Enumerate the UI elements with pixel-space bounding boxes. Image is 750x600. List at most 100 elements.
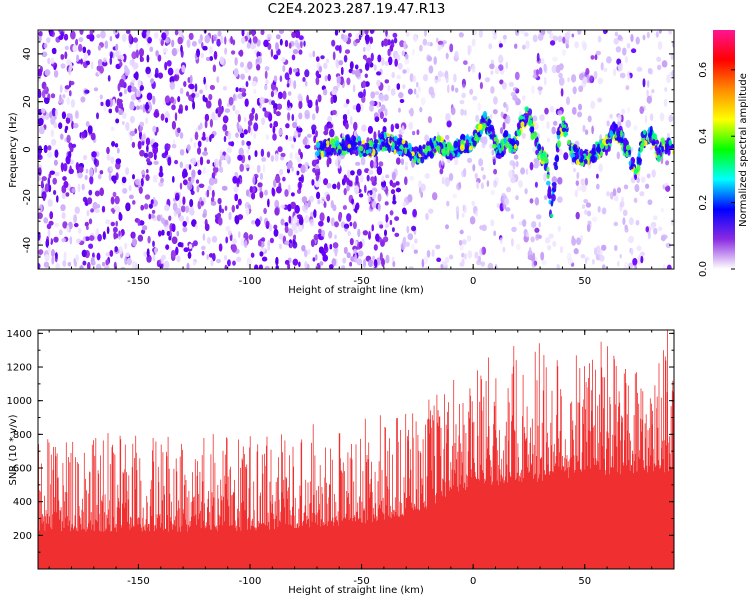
heatmap-noise-blob (58, 30, 62, 33)
heatmap-noise-blob (411, 244, 415, 250)
heatmap-noise-blob (540, 58, 545, 65)
heatmap-noise-blob (262, 107, 267, 112)
heatmap-noise-blob (323, 178, 328, 186)
heatmap-noise-blob (312, 113, 316, 121)
heatmap-noise-blob (208, 177, 215, 186)
heatmap-noise-blob (472, 95, 478, 101)
heatmap-noise-blob (82, 236, 86, 243)
heatmap-noise-blob (401, 125, 405, 134)
heatmap-noise-blob (489, 63, 495, 70)
heatmap-noise-blob (446, 120, 452, 128)
heatmap-noise-blob (139, 150, 145, 157)
heatmap-noise-blob (233, 93, 236, 101)
heatmap-noise-blob (264, 189, 268, 196)
heatmap-noise-blob (44, 86, 49, 95)
heatmap-noise-blob (404, 176, 408, 186)
heatmap-noise-blob (620, 196, 625, 204)
heatmap-noise-blob (245, 81, 249, 88)
heatmap-noise-blob (359, 193, 364, 198)
heatmap-noise-blob (491, 149, 495, 156)
heatmap-noise-blob (575, 211, 580, 220)
heatmap-noise-blob (286, 83, 290, 88)
heatmap-noise-blob (285, 123, 290, 129)
heatmap-noise-blob (152, 174, 158, 183)
heatmap-noise-blob (164, 204, 170, 212)
heatmap-noise-blob (355, 64, 359, 70)
heatmap-noise-blob (328, 230, 333, 239)
heatmap-noise-blob (84, 175, 88, 180)
heatmap-noise-blob (492, 109, 498, 115)
heatmap-noise-blob (211, 189, 215, 198)
heatmap-noise-blob (201, 42, 204, 49)
heatmap-noise-blob (480, 261, 486, 267)
heatmap-noise-blob (371, 224, 374, 232)
heatmap-noise-blob (119, 92, 123, 97)
heatmap-noise-blob (394, 58, 398, 67)
heatmap-noise-blob (204, 113, 209, 122)
heatmap-noise-blob (298, 49, 303, 55)
heatmap-noise-blob (136, 89, 141, 98)
heatmap-noise-blob (559, 246, 564, 254)
heatmap-noise-blob (513, 154, 519, 160)
heatmap-noise-blob (574, 189, 578, 198)
heatmap-noise-blob (293, 234, 296, 240)
heatmap-noise-blob (291, 113, 295, 122)
heatmap-noise-blob (275, 111, 281, 117)
heatmap-noise-blob (78, 37, 84, 43)
heatmap-noise-blob (132, 200, 136, 205)
heatmap-noise-blob (119, 78, 125, 88)
heatmap-noise-blob (636, 177, 640, 183)
heatmap-noise-blob (456, 211, 459, 220)
heatmap-noise-blob (376, 79, 381, 87)
heatmap-noise-blob (384, 61, 389, 66)
heatmap-noise-blob (617, 34, 622, 41)
heatmap-noise-blob (647, 199, 653, 205)
heatmap-noise-blob (538, 221, 541, 228)
heatmap-noise-blob (175, 68, 180, 75)
heatmap-noise-blob (96, 34, 101, 39)
heatmap-noise-blob (668, 114, 674, 123)
heatmap-noise-blob (617, 261, 620, 267)
heatmap-noise-blob (461, 213, 465, 218)
heatmap-noise-blob (592, 216, 598, 222)
heatmap-noise-blob (81, 131, 86, 139)
heatmap-noise-blob (171, 120, 176, 130)
heatmap-noise-blob (364, 73, 368, 78)
heatmap-noise-blob (227, 259, 231, 267)
heatmap-noise-blob (135, 41, 139, 51)
heatmap-noise-blob (79, 30, 84, 35)
heatmap-noise-blob (225, 236, 229, 244)
heatmap-noise-blob (309, 219, 315, 227)
heatmap-noise-blob (84, 236, 91, 241)
heatmap-noise-blob (381, 258, 385, 267)
heatmap-noise-blob (521, 132, 526, 139)
heatmap-noise-blob (591, 125, 594, 135)
heatmap-noise-blob (376, 166, 382, 176)
heatmap-noise-blob (267, 198, 270, 208)
heatmap-noise-blob (199, 89, 203, 94)
heatmap-noise-blob (616, 151, 620, 160)
heatmap-noise-blob (407, 88, 413, 95)
heatmap-noise-blob (292, 121, 297, 129)
heatmap-noise-blob (251, 107, 255, 115)
heatmap-noise-blob (261, 117, 265, 125)
heatmap-noise-blob (538, 67, 543, 75)
heatmap-noise-blob (97, 59, 103, 67)
heatmap-noise-blob (177, 96, 181, 103)
heatmap-noise-blob (373, 244, 378, 251)
heatmap-noise-blob (244, 98, 249, 107)
heatmap-noise-blob (364, 81, 370, 87)
heatmap-noise-blob (196, 159, 200, 168)
heatmap-noise-blob (621, 108, 626, 115)
heatmap-noise-blob (209, 56, 213, 61)
heatmap-noise-blob (529, 162, 534, 171)
heatmap-noise-blob (279, 30, 284, 34)
heatmap-noise-blob (545, 237, 551, 244)
heatmap-noise-blob (69, 159, 74, 165)
heatmap-noise-blob (161, 254, 166, 260)
heatmap-noise-blob (405, 31, 410, 37)
heatmap-noise-blob (566, 252, 572, 261)
heatmap-noise-blob (653, 227, 658, 235)
heatmap-noise-blob (407, 233, 413, 241)
heatmap-noise-blob (241, 140, 245, 146)
